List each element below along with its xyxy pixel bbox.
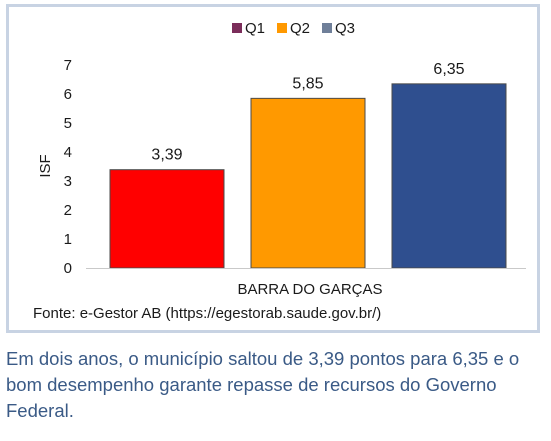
legend-swatch-q2: [277, 23, 287, 33]
legend-swatch-q1: [232, 23, 242, 33]
y-tick-label: 5: [64, 115, 72, 132]
bar-q2: [250, 97, 366, 269]
y-tick-label: 3: [64, 173, 72, 190]
legend-label-q1: Q1: [245, 20, 265, 37]
y-tick-label: 0: [64, 260, 72, 277]
legend-label-q2: Q2: [290, 20, 310, 37]
data-label-q2: 5,85: [292, 75, 323, 92]
y-tick-label: 1: [64, 231, 72, 248]
data-label-q1: 3,39: [151, 147, 182, 164]
legend-label-q3: Q3: [335, 20, 355, 37]
y-tick-label: 6: [64, 86, 72, 103]
y-axis-title: ISF: [37, 154, 54, 177]
bar-chart: Q1 Q2 Q3 0 1 2 3 4 5 6 7 3,39 5,85 6,35 BARRA DO GA…: [37, 20, 526, 298]
y-axis: 0 1 2 3 4 5 6 7: [64, 57, 72, 277]
bars: 3,39 5,85 6,35: [109, 61, 507, 269]
figure-caption: Em dois anos, o município saltou de 3,39…: [6, 348, 520, 421]
x-category-label: BARRA DO GARÇAS: [237, 281, 382, 298]
y-tick-label: 4: [64, 144, 72, 161]
legend-swatch-q3: [322, 23, 332, 33]
data-label-q3: 6,35: [433, 61, 464, 78]
source-note: Fonte: e-Gestor AB (https://egestorab.sa…: [33, 305, 382, 322]
y-tick-label: 2: [64, 202, 72, 219]
legend: Q1 Q2 Q3: [232, 20, 355, 37]
bar-q1: [109, 169, 225, 269]
bar-q3: [391, 83, 507, 269]
y-tick-label: 7: [64, 57, 72, 74]
